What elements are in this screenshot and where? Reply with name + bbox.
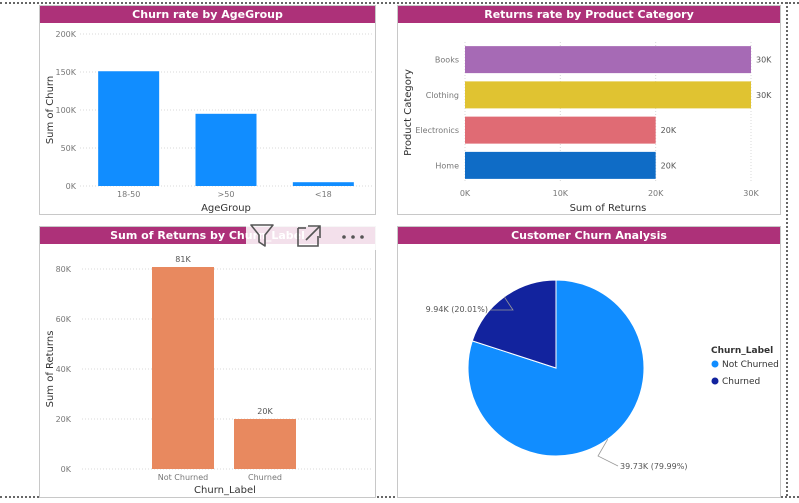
bar	[292, 182, 354, 186]
y-tick-label: 50K	[61, 144, 77, 153]
x-tick-label: 0K	[460, 189, 471, 198]
y-tick-label: 20K	[56, 415, 72, 424]
report-border-right	[786, 2, 788, 496]
x-axis-title: Churn_Label	[194, 485, 256, 496]
filter-icon[interactable]	[248, 222, 278, 250]
bar	[465, 81, 751, 109]
data-label: 20K	[661, 126, 677, 135]
focus-mode-icon[interactable]	[292, 222, 322, 250]
churn-by-agegroup-panel[interactable]: Churn rate by AgeGroup 0K 50K 100K 150K 200K…	[39, 5, 376, 215]
data-label: 9.94K (20.01%)	[426, 305, 488, 314]
bar	[152, 267, 214, 469]
y-axis-title: Sum of Churn	[45, 76, 56, 144]
x-axis-title: AgeGroup	[201, 203, 251, 214]
panel-title: Customer Churn Analysis	[398, 227, 780, 244]
more-options-icon[interactable]	[336, 222, 370, 250]
legend-marker	[711, 377, 719, 385]
panel-title: Returns rate by Product Category	[398, 6, 780, 23]
y-tick-label: 40K	[56, 365, 72, 374]
y-tick-label: 100K	[55, 106, 76, 115]
panel-title: Churn rate by AgeGroup	[40, 6, 375, 23]
x-tick-label: Not Churned	[158, 473, 209, 482]
returns-by-churn-panel[interactable]: Sum of Returns by Churn_Label 0K 20K 40K 60…	[39, 226, 376, 498]
x-tick-label: Churned	[248, 473, 282, 482]
legend-item: Churned	[722, 377, 760, 387]
legend-title: Churn_Label	[711, 346, 773, 356]
data-label: 20K	[661, 161, 677, 170]
legend-marker	[711, 360, 719, 368]
bar	[98, 71, 160, 186]
y-tick-label: Clothing	[426, 91, 459, 100]
customer-churn-pie-chart: 39.73K (79.99%) 9.94K (20.01%) Churn_Label…	[426, 279, 779, 471]
x-tick-label: 30K	[743, 189, 759, 198]
visual-header-toolbar	[246, 222, 376, 250]
bar	[234, 419, 296, 469]
y-axis-title: Product Category	[403, 69, 414, 156]
data-label: 30K	[756, 56, 772, 65]
y-tick-label: 200K	[55, 30, 76, 39]
y-tick-label: 60K	[56, 315, 72, 324]
x-tick-label: 18-50	[117, 190, 140, 199]
y-tick-label: 80K	[56, 265, 72, 274]
customer-churn-panel[interactable]: Customer Churn Analysis 39.73K (79.99%) 9…	[397, 226, 781, 498]
leader-line	[597, 438, 619, 467]
legend-item: Not Churned	[722, 360, 779, 370]
y-axis-title: Sum of Returns	[45, 331, 56, 408]
data-label: 30K	[756, 91, 772, 100]
returns-by-category-panel[interactable]: Returns rate by Product Category 0K 10K 20…	[397, 5, 781, 215]
churn-by-agegroup-chart: 0K 50K 100K 150K 200K 18-50 >50 <18 AgeGroup Sum …	[45, 30, 372, 214]
data-label: 39.73K (79.99%)	[620, 462, 687, 471]
data-label: 81K	[175, 255, 191, 264]
y-tick-label: Books	[435, 56, 459, 65]
y-tick-label: Home	[435, 161, 459, 170]
y-tick-label: Electronics	[415, 126, 459, 135]
bar	[465, 151, 656, 179]
x-tick-label: 10K	[553, 189, 569, 198]
leader-line	[490, 296, 514, 311]
report-border-top	[0, 2, 799, 4]
x-tick-label: >50	[218, 190, 235, 199]
returns-by-churn-chart: 0K 20K 40K 60K 80K 81K Not Churned 20K Churned Ch…	[45, 255, 372, 496]
returns-by-category-chart: 0K 10K 20K 30K Books 30K Clothing 30K Electronic…	[403, 42, 772, 214]
y-tick-label: 150K	[55, 68, 76, 77]
x-tick-label: 20K	[648, 189, 664, 198]
bar	[195, 113, 257, 186]
x-axis-title: Sum of Returns	[570, 203, 647, 214]
data-label: 20K	[257, 407, 273, 416]
x-tick-label: <18	[315, 190, 332, 199]
y-tick-label: 0K	[66, 182, 77, 191]
bar	[465, 116, 656, 144]
bar	[465, 46, 751, 74]
y-tick-label: 0K	[61, 465, 72, 474]
